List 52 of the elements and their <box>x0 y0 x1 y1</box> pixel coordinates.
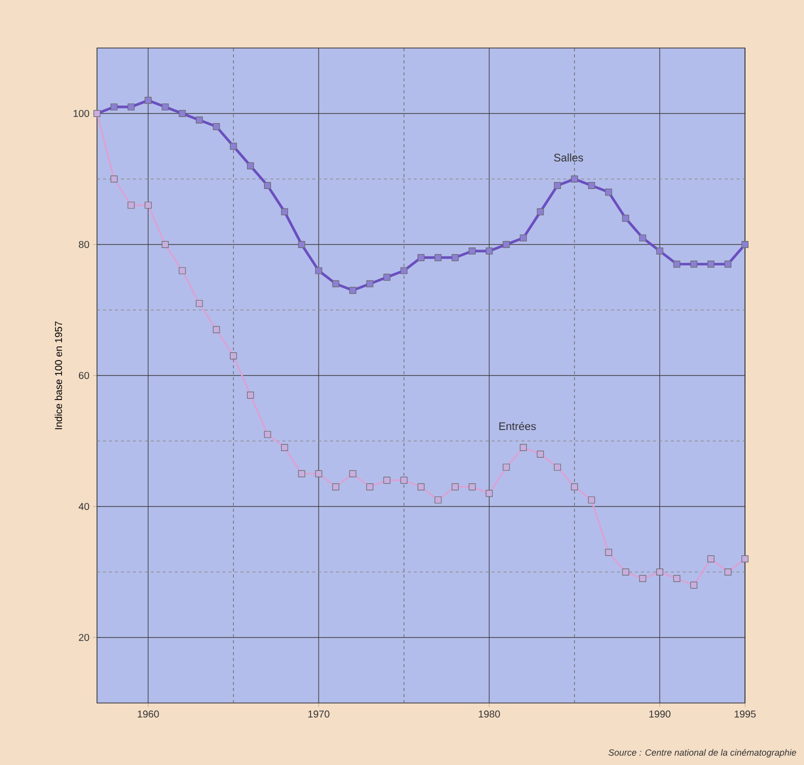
point <box>468 483 476 490</box>
point <box>536 450 544 458</box>
y-tick-label: 80 <box>78 240 90 248</box>
point <box>246 392 254 399</box>
point <box>707 555 714 562</box>
point <box>690 582 698 589</box>
point <box>639 575 646 582</box>
point <box>673 575 680 582</box>
point <box>128 202 135 209</box>
point <box>178 267 186 274</box>
point <box>742 555 748 562</box>
point <box>298 470 306 478</box>
x-tick-label: 1995 <box>734 710 756 718</box>
point <box>605 548 612 556</box>
point <box>332 483 340 490</box>
point <box>588 496 596 504</box>
point <box>418 483 424 490</box>
point <box>434 496 442 504</box>
y-tick-label: 100 <box>74 110 90 118</box>
point <box>383 476 390 484</box>
x-tick-label: 1970 <box>308 710 330 718</box>
y-tick-label: 20 <box>78 634 90 642</box>
point <box>349 470 356 478</box>
point <box>230 352 237 360</box>
y-tick-label: 60 <box>78 372 90 380</box>
point <box>452 483 459 490</box>
y-axis-title: Indice base 100 en 1957 <box>54 321 62 430</box>
point <box>162 240 169 248</box>
point <box>724 568 732 576</box>
point <box>622 568 630 576</box>
point <box>570 483 578 490</box>
point <box>264 430 272 438</box>
x-tick-label: 1990 <box>649 710 670 718</box>
point <box>196 300 203 307</box>
y-tick-label: 40 <box>78 502 90 510</box>
x-tick-label: 1960 <box>138 710 159 718</box>
series-label: Entrées <box>499 422 536 430</box>
point <box>366 483 374 490</box>
point <box>554 464 561 471</box>
point <box>656 568 664 576</box>
point <box>520 444 527 452</box>
point <box>144 202 152 209</box>
point <box>281 444 288 452</box>
point <box>212 326 220 334</box>
x-tick-label: 1980 <box>478 710 500 718</box>
series-label: Salles <box>554 153 584 162</box>
source-note: Source : Centre national de la cinématographie <box>608 748 796 758</box>
point <box>110 175 118 182</box>
point <box>502 464 510 471</box>
point <box>486 490 493 497</box>
point <box>400 476 408 484</box>
point <box>315 470 322 478</box>
